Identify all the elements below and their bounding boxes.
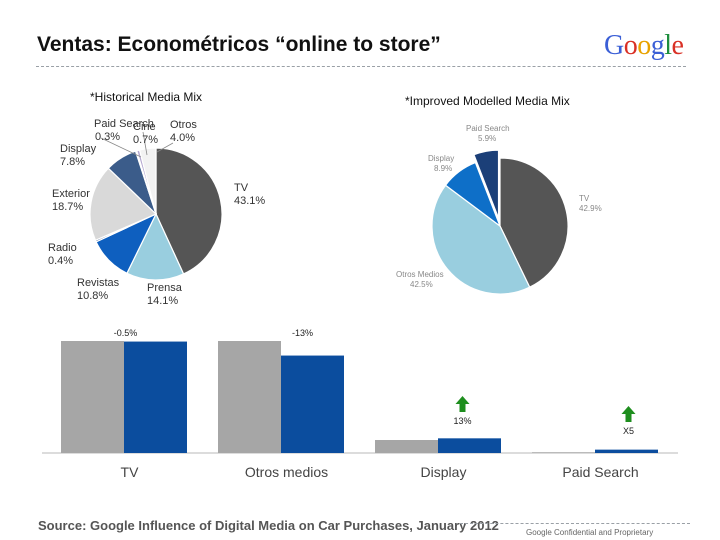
slice-value-label: 42.5% (410, 280, 433, 289)
slice-value-label: 0.7% (133, 134, 158, 146)
logo-letter: G (604, 30, 624, 61)
logo-letter: g (650, 30, 665, 61)
x-tick-label: Paid Search (562, 464, 638, 480)
x-tick-label: Otros medios (245, 464, 328, 480)
source-note: Source: Google Influence of Digital Medi… (38, 518, 499, 533)
slice-label: TV (234, 182, 249, 194)
slice-label: Paid Search (466, 124, 510, 133)
slice-label: Paid Search (94, 118, 154, 130)
pie-slice (155, 147, 223, 275)
footer-divider (460, 523, 690, 524)
change-label: -13% (292, 328, 313, 338)
slice-label: Prensa (147, 282, 183, 294)
slice-value-label: 0.4% (48, 255, 73, 267)
slice-value-label: 5.9% (478, 134, 496, 143)
change-label: X5 (623, 426, 634, 436)
slice-value-label: 42.9% (579, 204, 602, 213)
change-label: 13% (453, 416, 471, 426)
logo-letter: o (623, 30, 638, 61)
improved-pie-title: *Improved Modelled Media Mix (405, 94, 570, 108)
leader-line (142, 131, 148, 156)
slice-label: Otros Medios (396, 270, 444, 279)
x-tick-label: Display (421, 464, 467, 480)
logo-letter: e (671, 30, 684, 61)
logo-letter: l (664, 30, 672, 61)
confidential-note: Google Confidential and Proprietary (526, 528, 654, 537)
slice-label: Radio (48, 242, 77, 254)
leader-line (156, 142, 174, 153)
slice-label: Revistas (77, 277, 120, 289)
pie-slice (473, 149, 500, 219)
pie-slice (499, 157, 569, 288)
logo-letter: o (637, 30, 651, 61)
slice-value-label: 7.8% (60, 156, 85, 168)
bar-before (61, 341, 124, 453)
google-logo: Google (604, 30, 684, 62)
slice-value-label: 10.8% (77, 290, 108, 302)
change-label: -0.5% (114, 328, 138, 338)
slice-label: Otros (170, 119, 197, 131)
leader-line (100, 137, 142, 158)
pie-slice (89, 167, 158, 242)
pie-slice (444, 161, 502, 228)
slice-value-label: 8.9% (434, 164, 452, 173)
slice-value-label: 18.7% (52, 201, 83, 213)
bar-before (532, 452, 595, 453)
bar-before (375, 440, 438, 453)
x-tick-label: TV (121, 464, 140, 480)
bar-after (438, 438, 501, 453)
slice-value-label: 0.3% (95, 131, 120, 143)
slice-label: Display (428, 154, 454, 163)
up-arrow-icon (455, 396, 470, 412)
bar-after (595, 449, 658, 453)
title-divider (36, 66, 686, 67)
pie-slice (138, 147, 157, 215)
bar-before (218, 341, 281, 453)
pie-slice (431, 184, 531, 295)
historical-pie-title: *Historical Media Mix (90, 90, 203, 104)
slice-value-label: 4.0% (170, 132, 195, 144)
slice-label: Exterior (52, 188, 90, 200)
up-arrow-icon (621, 406, 636, 422)
charts-canvas: TV43.1%Prensa14.1%Revistas10.8%Radio0.4%… (42, 118, 678, 480)
bar-after (124, 341, 187, 453)
slice-value-label: 14.1% (147, 295, 178, 307)
bar-after (281, 355, 344, 453)
pie-slice (126, 212, 185, 281)
slide-title: Ventas: Econométricos “online to store” (37, 33, 441, 56)
slice-label: Display (60, 143, 97, 155)
slice-label: Cine (133, 121, 156, 133)
slice-label: TV (579, 194, 590, 203)
slice-value-label: 43.1% (234, 195, 265, 207)
